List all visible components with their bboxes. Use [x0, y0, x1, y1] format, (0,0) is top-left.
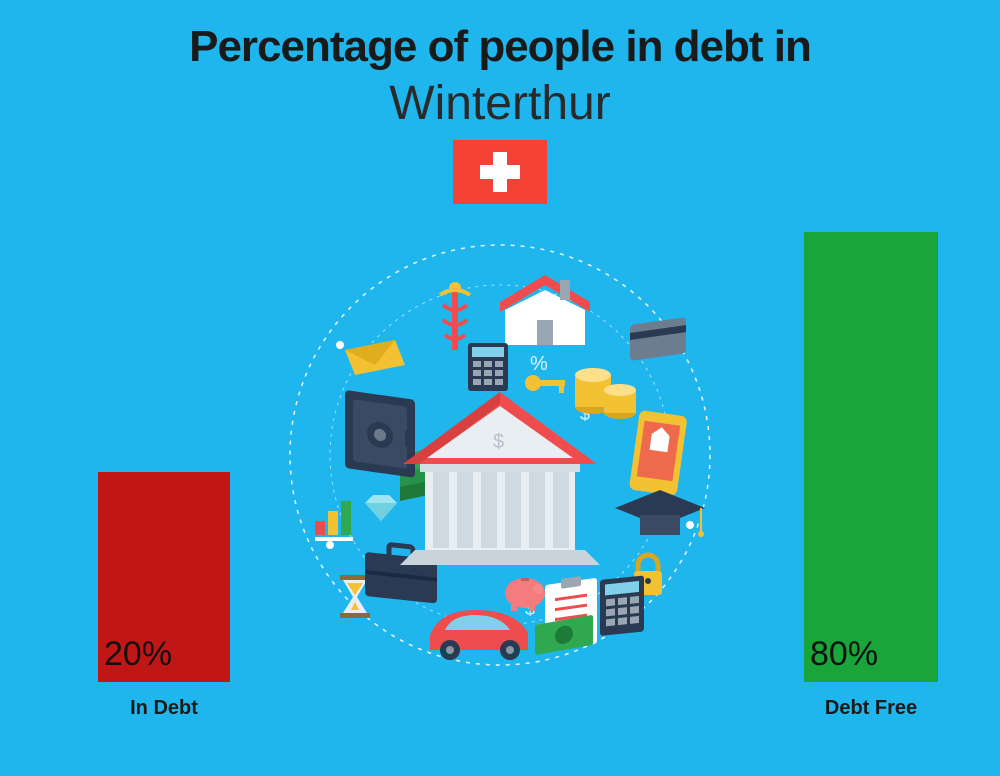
caption-in-debt: In Debt: [98, 697, 230, 720]
title-line1: Percentage of people in debt in: [0, 22, 1000, 72]
bar-in-debt: 20%: [98, 472, 230, 682]
caption-debt-free: Debt Free: [804, 697, 938, 720]
bar-debt-free: 80%: [804, 232, 938, 682]
finance-illustration: % % $ $: [270, 225, 730, 685]
svg-text:$: $: [493, 431, 504, 453]
swiss-flag-icon: [453, 140, 547, 204]
bar-debt-free-value: 80%: [810, 635, 878, 674]
flag-cross-horizontal: [480, 165, 520, 179]
bar-in-debt-value: 20%: [104, 635, 172, 674]
svg-text:%: %: [530, 353, 548, 375]
title-line2: Winterthur: [0, 76, 1000, 131]
